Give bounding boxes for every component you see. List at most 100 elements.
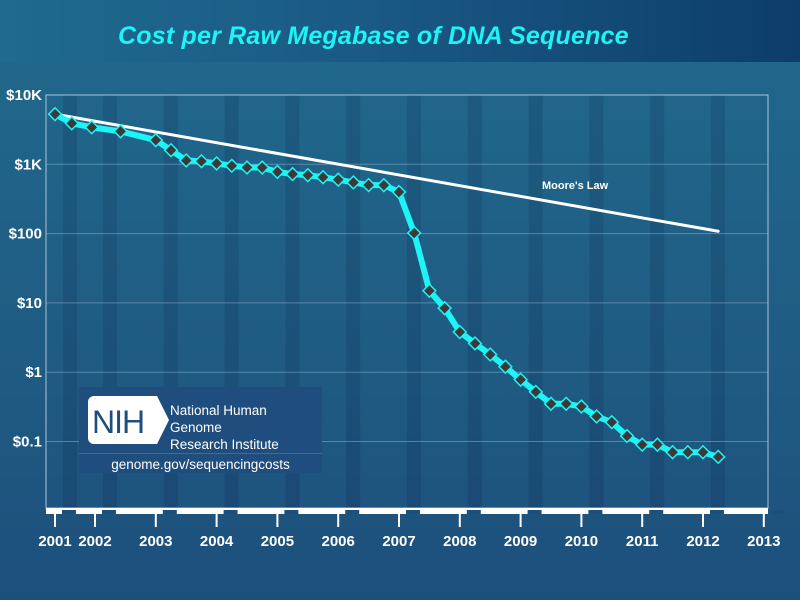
data-point xyxy=(239,160,255,175)
moores-law-series xyxy=(53,112,720,233)
background-stripe xyxy=(589,95,604,508)
data-point xyxy=(285,166,301,182)
background-stripe xyxy=(407,95,421,508)
data-point xyxy=(634,437,650,453)
data-point xyxy=(665,444,681,460)
data-point xyxy=(345,175,361,190)
x-axis-notch xyxy=(62,510,76,514)
data-point xyxy=(573,399,589,414)
x-tick-label: 2013 xyxy=(747,533,780,550)
data-point xyxy=(467,336,483,351)
data-point xyxy=(113,123,128,139)
x-tick-label: 2011 xyxy=(626,533,659,550)
nih-badge-text: NIH xyxy=(92,404,145,440)
data-point xyxy=(604,414,620,430)
data-point xyxy=(619,428,635,444)
nih-logo-panel: NIH National Human Genome Research Insti… xyxy=(79,387,322,473)
data-point xyxy=(193,153,209,169)
nih-org-line1: National Human Genome xyxy=(170,403,267,435)
data-point xyxy=(421,283,437,299)
data-point xyxy=(163,142,179,158)
y-tick-label: $10 xyxy=(17,295,42,312)
x-tick-label: 2008 xyxy=(443,533,476,550)
y-axis: $10K $1K $100 $10 $1 $0.1 xyxy=(6,87,42,451)
x-tick-label: 2004 xyxy=(200,533,234,550)
x-axis-notch xyxy=(223,510,238,514)
y-tick-label: $1K xyxy=(14,156,42,173)
background-stripe xyxy=(346,95,361,508)
data-point xyxy=(437,300,453,316)
data-point xyxy=(178,153,194,168)
x-axis-notch xyxy=(345,510,360,514)
data-point xyxy=(710,449,726,465)
nih-org-line2: Research Institute xyxy=(170,437,279,452)
data-point xyxy=(452,324,468,340)
x-axis-notch xyxy=(162,510,177,514)
data-point xyxy=(330,172,346,188)
nih-org-name: National Human Genome Research Institute xyxy=(170,402,322,453)
x-axis-notch xyxy=(649,510,664,514)
data-point xyxy=(391,184,407,200)
background-stripe xyxy=(650,95,665,508)
data-point xyxy=(376,177,392,193)
background-stripe xyxy=(63,95,77,508)
x-tick-label: 2002 xyxy=(78,533,111,550)
data-point xyxy=(589,409,605,424)
x-tick-label: 2006 xyxy=(322,533,355,550)
data-point xyxy=(528,384,544,400)
x-axis-notch xyxy=(406,510,420,514)
x-axis-notch xyxy=(770,510,785,514)
x-tick-label: 2012 xyxy=(686,533,719,550)
y-tick-label: $10K xyxy=(6,87,42,104)
data-point xyxy=(148,132,164,148)
data-point xyxy=(497,359,513,375)
data-point xyxy=(269,164,285,180)
y-tick-label: $100 xyxy=(9,226,42,243)
data-point xyxy=(300,167,316,183)
background-stripe xyxy=(467,95,482,508)
data-point xyxy=(361,177,377,193)
data-point xyxy=(543,396,559,412)
background-stripe xyxy=(711,95,725,508)
data-point xyxy=(695,444,711,460)
data-point xyxy=(406,225,422,241)
data-point xyxy=(513,372,529,388)
data-point xyxy=(64,115,80,131)
x-axis-notch xyxy=(466,510,481,514)
x-axis-notch xyxy=(527,510,542,514)
cost-series xyxy=(47,106,726,465)
x-tick-label: 2009 xyxy=(504,533,537,550)
x-tick-label: 2007 xyxy=(382,533,415,550)
x-tick-label: 2005 xyxy=(261,533,294,550)
data-point xyxy=(649,437,665,453)
x-tick-label: 2001 xyxy=(38,533,71,550)
moores-law-label: Moore's Law xyxy=(542,180,609,192)
chart-title: Cost per Raw Megabase of DNA Sequence xyxy=(118,22,629,50)
logo-divider xyxy=(79,453,322,454)
source-url: genome.gov/sequencingcosts xyxy=(111,457,290,472)
data-point xyxy=(680,444,696,460)
x-axis-notch xyxy=(102,510,116,514)
x-axis-notch xyxy=(710,510,724,514)
data-point xyxy=(84,119,100,135)
data-point xyxy=(254,160,270,175)
data-point xyxy=(315,169,331,185)
y-tick-label: $1 xyxy=(25,364,42,381)
data-point xyxy=(209,156,225,171)
header-band xyxy=(0,0,800,62)
data-point xyxy=(558,396,574,412)
chevron-right-icon xyxy=(153,396,169,444)
data-point xyxy=(224,158,240,174)
x-axis-notch xyxy=(284,510,299,514)
moores-law-line xyxy=(53,112,720,233)
background-stripe xyxy=(528,95,543,508)
data-point xyxy=(47,106,63,122)
nih-badge: NIH xyxy=(88,396,154,444)
x-axis: 2001 2002 2003 2004 2005 2006 2007 2008 2009 2010… xyxy=(38,508,785,550)
x-tick-label: 2010 xyxy=(565,533,598,550)
y-tick-label: $0.1 xyxy=(13,434,42,451)
x-tick-label: 2003 xyxy=(139,533,172,550)
data-point xyxy=(482,347,498,362)
x-axis-notch xyxy=(588,510,603,514)
